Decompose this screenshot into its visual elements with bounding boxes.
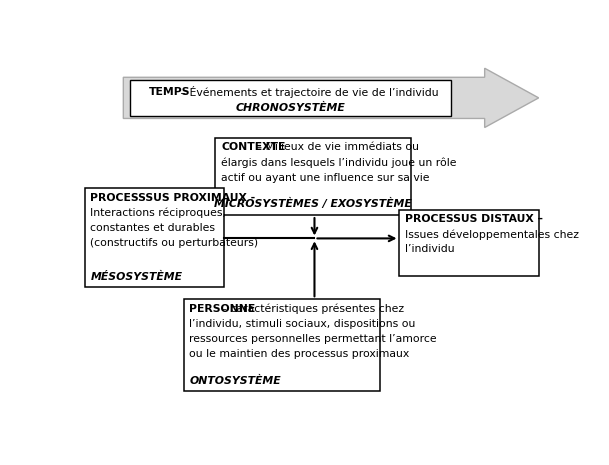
Bar — [400, 210, 538, 276]
Text: MÉSOSYSTÈME: MÉSOSYSTÈME — [90, 272, 182, 282]
Text: CHRONOSYSTÈME: CHRONOSYSTÈME — [236, 103, 346, 113]
Bar — [216, 138, 411, 215]
Text: MICROSYSTÈMES / EXOSYSTÈME: MICROSYSTÈMES / EXOSYSTÈME — [214, 198, 412, 209]
Bar — [85, 188, 224, 287]
Text: (constructifs ou perturbateurs): (constructifs ou perturbateurs) — [90, 238, 258, 248]
Polygon shape — [123, 68, 538, 127]
Text: – caractéristiques présentes chez: – caractéristiques présentes chez — [218, 304, 404, 314]
Text: ressources personnelles permettant l’amorce: ressources personnelles permettant l’amo… — [189, 334, 437, 344]
Text: l’individu, stimuli sociaux, dispositions ou: l’individu, stimuli sociaux, disposition… — [189, 319, 416, 329]
Text: constantes et durables: constantes et durables — [90, 223, 216, 232]
Text: ONTOSYSTÈME: ONTOSYSTÈME — [189, 376, 281, 386]
Text: Issues développementales chez: Issues développementales chez — [405, 229, 579, 239]
Text: PERSONNE: PERSONNE — [189, 304, 256, 313]
Text: PROCESSUS DISTAUX –: PROCESSUS DISTAUX – — [405, 214, 543, 224]
Text: – Milieux de vie immédiats ou: – Milieux de vie immédiats ou — [253, 142, 419, 153]
Text: CONTEXTE: CONTEXTE — [221, 142, 286, 153]
Text: TEMPS: TEMPS — [149, 87, 191, 97]
Text: – Événements et trajectoire de vie de l’individu: – Événements et trajectoire de vie de l’… — [177, 86, 438, 98]
Bar — [130, 80, 451, 116]
Text: actif ou ayant une influence sur sa vie: actif ou ayant une influence sur sa vie — [221, 173, 429, 183]
Text: ou le maintien des processus proximaux: ou le maintien des processus proximaux — [189, 349, 410, 359]
Text: PROCESSSUS PROXIMAUX -: PROCESSSUS PROXIMAUX - — [90, 193, 256, 203]
Text: élargis dans lesquels l’individu joue un rôle: élargis dans lesquels l’individu joue un… — [221, 158, 457, 168]
Text: Interactions réciproques,: Interactions réciproques, — [90, 207, 227, 218]
Text: l’individu: l’individu — [405, 244, 455, 254]
Bar — [184, 299, 379, 391]
